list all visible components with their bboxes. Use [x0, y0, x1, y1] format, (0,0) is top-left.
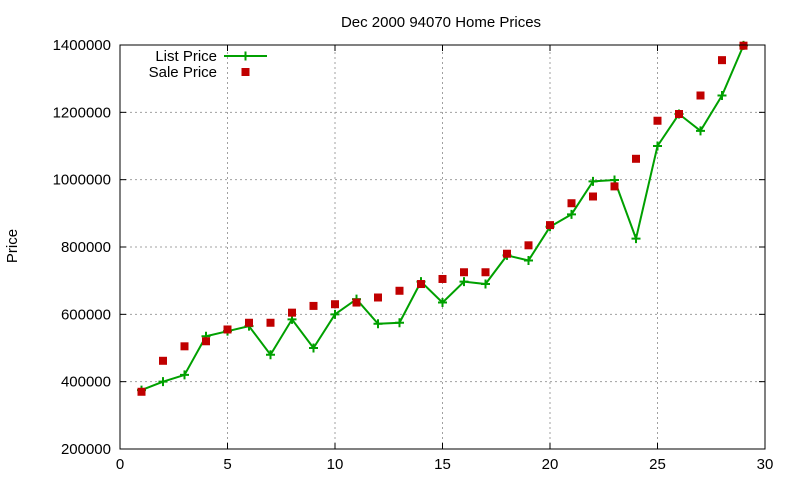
sale-price-point [180, 342, 189, 351]
list-price-point [309, 343, 318, 353]
y-tick-label: 1000000 [53, 172, 111, 189]
list-price-point [330, 309, 340, 319]
sale-price-point [288, 308, 296, 317]
x-tick-label: 15 [434, 456, 451, 473]
sale-price-point [137, 387, 146, 396]
y-tick-label: 1400000 [53, 37, 111, 54]
sale-price-point [417, 280, 425, 289]
list-price-point [653, 141, 662, 151]
list-price-point [588, 176, 598, 186]
sale-price-point [438, 274, 447, 283]
y-tick-label: 400000 [61, 374, 111, 391]
x-tick-label: 30 [757, 456, 774, 473]
sale-price-point [739, 41, 748, 50]
sale-price-point [675, 110, 683, 119]
sale-price-point [503, 249, 511, 258]
y-tick-label: 800000 [61, 239, 111, 256]
x-tick-label: 5 [223, 456, 231, 473]
sale-price-point [460, 268, 468, 277]
list-price-point [567, 209, 576, 219]
legend-label: Sale Price [149, 64, 217, 81]
sale-price-point [481, 268, 490, 277]
list-price-point [631, 234, 641, 244]
list-price-point [696, 126, 705, 136]
series-sale-price [137, 41, 748, 396]
legend-swatch-square [241, 68, 250, 76]
legend-swatch-plus [241, 51, 250, 61]
sale-price-point [223, 325, 232, 334]
list-price-point [481, 279, 490, 289]
list-price-point [158, 377, 168, 387]
sale-price-point [524, 241, 533, 250]
list-price-point [717, 91, 727, 100]
sale-price-point [374, 293, 382, 302]
list-price-point [524, 255, 533, 265]
list-price-point [373, 319, 383, 329]
y-axis-label: Price [4, 229, 21, 263]
sale-price-point [546, 221, 554, 230]
chart-title: Dec 2000 94070 Home Prices [341, 14, 541, 31]
sale-price-point [610, 182, 619, 191]
sale-price-point [202, 337, 210, 346]
sale-price-point [266, 318, 275, 327]
y-tick-label: 200000 [61, 441, 111, 458]
sale-price-point [309, 301, 318, 310]
sale-price-point [696, 91, 705, 100]
x-tick-label: 0 [116, 456, 124, 473]
sale-price-point [245, 318, 253, 327]
sale-price-point [589, 192, 597, 201]
axis-ticks: 0 5 10 15 20 25 30 200000 400000 600000 800000 1000… [53, 37, 774, 473]
legend-label: List Price [155, 48, 217, 65]
sale-price-point [718, 56, 726, 65]
sale-price-point [331, 300, 339, 309]
x-tick-label: 20 [542, 456, 559, 473]
plot-border [119, 44, 766, 450]
y-tick-label: 600000 [61, 306, 111, 323]
sale-price-point [632, 154, 640, 163]
list-price-point [459, 277, 469, 287]
list-price-point [266, 350, 275, 360]
list-price-point [180, 370, 189, 380]
x-tick-label: 25 [649, 456, 666, 473]
sale-price-point [159, 356, 167, 365]
list-price-point [438, 298, 447, 308]
sale-price-point [567, 199, 576, 208]
sale-price-point [352, 298, 361, 307]
series-layer [137, 40, 748, 396]
x-tick-label: 10 [327, 456, 344, 473]
grid-lines [120, 45, 765, 449]
sale-price-point [653, 116, 662, 125]
list-price-point [395, 318, 404, 328]
sale-price-point [395, 286, 404, 295]
y-tick-label: 1200000 [53, 104, 111, 121]
